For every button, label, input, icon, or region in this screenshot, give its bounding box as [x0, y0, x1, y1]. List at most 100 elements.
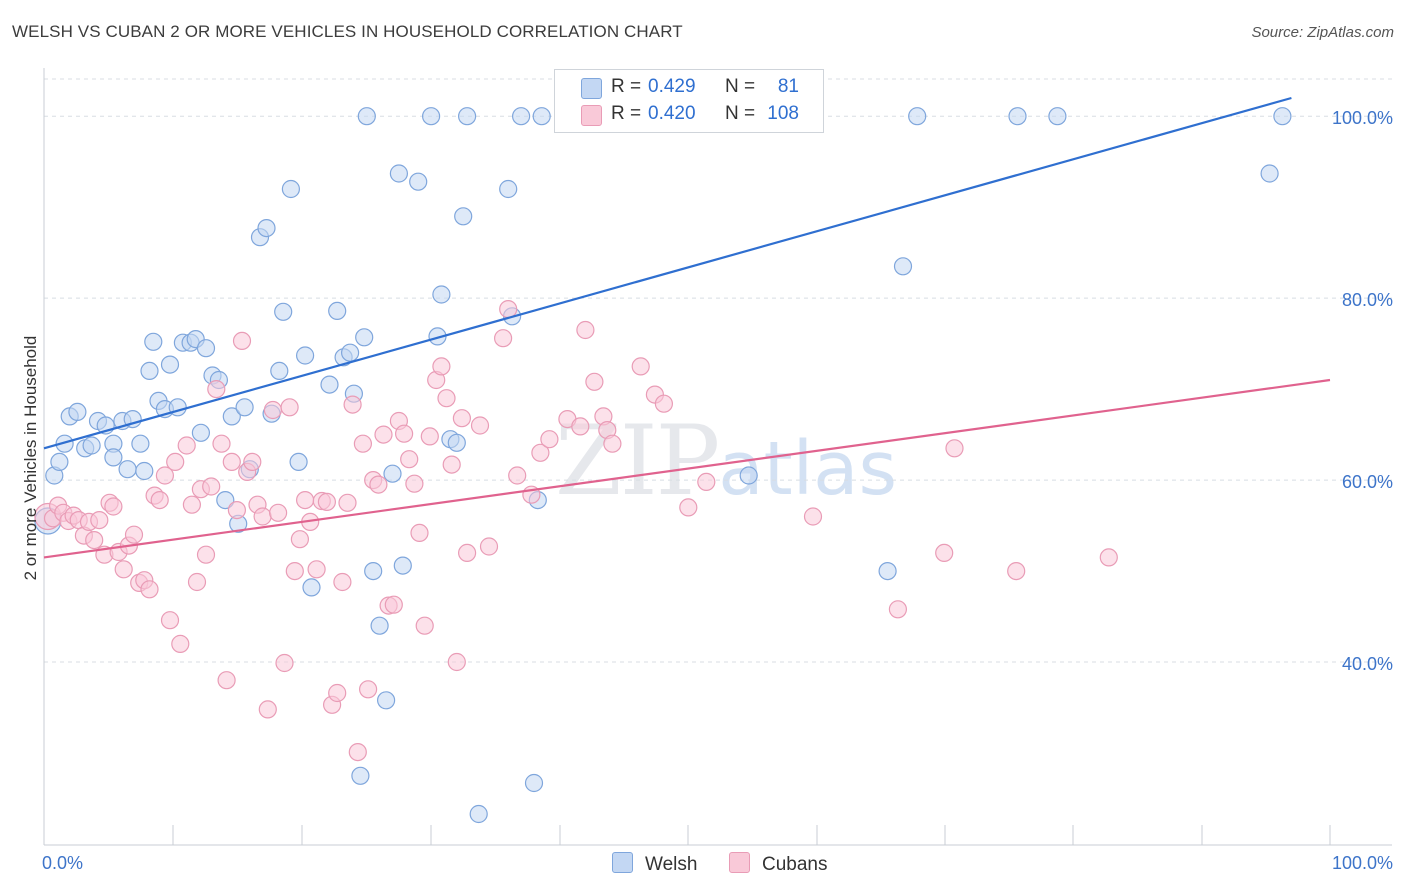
welsh-legend-label: Welsh: [645, 854, 698, 875]
welsh-point: [104, 448, 123, 467]
cubans-n-value: 108: [767, 103, 799, 124]
welsh-point: [341, 343, 360, 362]
welsh-point: [389, 164, 408, 183]
welsh-r-label: R =: [611, 76, 642, 97]
welsh-r-value: 0.429: [648, 76, 696, 97]
welsh-point: [377, 691, 396, 710]
legend-item-cubans[interactable]: Cubans: [729, 852, 828, 876]
y-axis-label: 2 or more Vehicles in Household: [21, 335, 40, 581]
welsh-point: [357, 107, 376, 126]
welsh-point: [447, 433, 466, 452]
welsh-point: [432, 285, 451, 304]
welsh-point: [383, 464, 402, 483]
welsh-point: [364, 561, 383, 581]
cubans-legend-label: Cubans: [762, 854, 828, 875]
cubans-trend-line: [43, 378, 1331, 559]
cubans-point: [1099, 548, 1118, 567]
y-tick-label: 40.0%: [1342, 654, 1393, 674]
cubans-n-label: N =: [725, 103, 756, 124]
y-tick-label: 60.0%: [1342, 472, 1393, 492]
cubans-point: [202, 477, 221, 496]
cubans-point: [253, 507, 272, 526]
welsh-point: [893, 257, 913, 276]
x-tick-label: 100.0%: [1332, 853, 1393, 873]
cubans-point: [155, 466, 174, 485]
cubans-point: [935, 543, 954, 563]
legend-row-cubans: R = 0.420 N = 108: [555, 102, 823, 128]
cubans-point: [140, 580, 159, 599]
cubans-point: [374, 425, 393, 444]
welsh-point: [409, 172, 428, 191]
welsh-point: [499, 179, 518, 199]
cubans-point: [631, 357, 650, 376]
cubans-point: [263, 400, 282, 420]
cubans-point: [182, 495, 201, 514]
cubans-legend-swatch: [729, 852, 750, 873]
welsh-point: [68, 402, 87, 421]
welsh-n-label: N =: [725, 76, 756, 97]
cubans-point: [275, 653, 294, 673]
trend-lines: [43, 96, 1331, 559]
welsh-point: [55, 434, 74, 453]
cubans-point: [243, 452, 262, 471]
welsh-point: [355, 328, 374, 347]
cubans-point: [494, 329, 513, 348]
welsh-point: [458, 107, 477, 126]
welsh-point: [1273, 107, 1292, 126]
cubans-point: [114, 560, 133, 579]
cubans-point: [177, 436, 196, 455]
y-tick-label: 100.0%: [1332, 108, 1393, 128]
cubans-point: [207, 380, 226, 399]
cubans-point: [1007, 561, 1026, 581]
cubans-point: [888, 600, 908, 619]
cubans-point: [679, 498, 698, 517]
cubans-point: [571, 417, 590, 436]
cubans-point: [222, 452, 241, 471]
cubans-point: [405, 474, 424, 493]
cubans-point: [171, 634, 190, 654]
welsh-point: [270, 361, 289, 380]
source-label: Source: ZipAtlas.com: [1251, 24, 1394, 41]
welsh-point: [1048, 107, 1067, 126]
cubans-point: [437, 389, 456, 408]
cubans-point: [603, 434, 622, 453]
welsh-point: [281, 179, 300, 199]
welsh-point: [191, 423, 210, 442]
welsh-point: [135, 461, 154, 481]
welsh-point: [257, 219, 276, 238]
cubans-point: [160, 611, 180, 630]
cubans-point: [384, 595, 403, 614]
welsh-point: [274, 302, 293, 321]
welsh-point: [123, 410, 142, 429]
cubans-point: [470, 416, 490, 435]
cubans-point: [187, 572, 207, 592]
cubans-point: [420, 427, 439, 446]
welsh-point: [469, 804, 488, 824]
welsh-swatch: [581, 78, 602, 99]
welsh-point: [235, 398, 254, 417]
legend-item-welsh[interactable]: Welsh: [612, 852, 697, 876]
welsh-legend-swatch: [612, 852, 633, 873]
cubans-point: [540, 430, 559, 449]
cubans-point: [654, 394, 674, 413]
cubans-point: [697, 472, 716, 491]
welsh-point: [908, 107, 927, 126]
welsh-point: [160, 355, 180, 374]
cubans-point: [479, 537, 499, 556]
welsh-point: [196, 339, 216, 358]
cubans-point: [196, 545, 216, 564]
cubans-point: [343, 395, 362, 414]
welsh-point: [328, 301, 347, 320]
cubans-point: [328, 683, 347, 703]
cubans-point: [296, 491, 315, 510]
welsh-point: [118, 460, 137, 479]
welsh-point: [454, 207, 473, 226]
cubans-point: [212, 434, 231, 453]
axes: [43, 68, 1392, 846]
cubans-point: [395, 424, 414, 443]
welsh-point: [50, 452, 69, 471]
cubans-points: [34, 300, 1118, 762]
y-tick-label: 80.0%: [1342, 290, 1393, 310]
cubans-point: [369, 475, 388, 494]
